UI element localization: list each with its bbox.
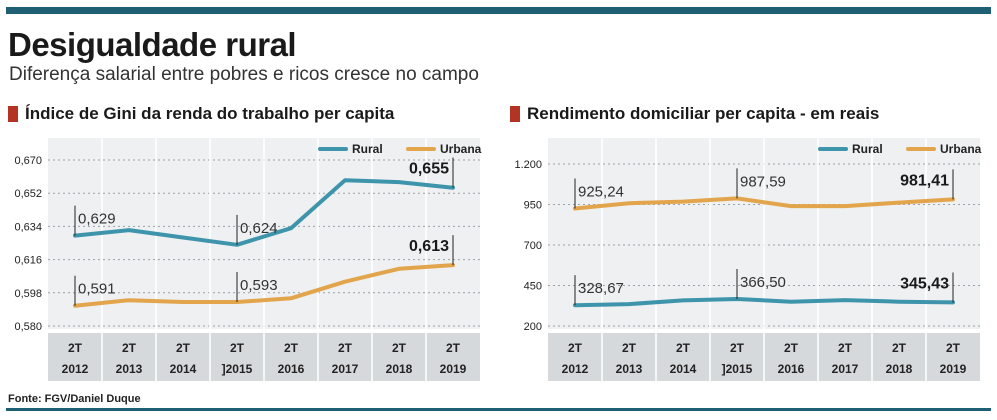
x-tick-label: 2013 bbox=[116, 362, 143, 376]
y-tick-label: 200 bbox=[524, 321, 542, 333]
x-tick-label: 2T bbox=[676, 341, 691, 355]
section-marker bbox=[8, 106, 18, 122]
y-tick-label: 450 bbox=[524, 281, 542, 293]
data-label: 345,43 bbox=[900, 275, 949, 292]
x-tick-label: 2T bbox=[392, 341, 407, 355]
x-tick-label: 2018 bbox=[886, 362, 913, 376]
x-tick-label: 2014 bbox=[170, 362, 197, 376]
data-label: 987,59 bbox=[740, 173, 786, 190]
legend-label: Urbana bbox=[940, 142, 982, 156]
series-line-urbana bbox=[73, 263, 455, 308]
x-tick-label: 2T bbox=[892, 341, 907, 355]
y-tick-label: 0,598 bbox=[14, 288, 42, 300]
source-note: Fonte: FGV/Daniel Duque bbox=[8, 393, 141, 405]
data-label: 0,624 bbox=[240, 220, 278, 237]
y-tick-label: 0,652 bbox=[14, 188, 42, 200]
data-label: 0,629 bbox=[78, 211, 116, 228]
x-tick-label: ]2015 bbox=[222, 362, 253, 376]
x-tick-label: ]2015 bbox=[722, 362, 753, 376]
chart-1-title-text: Índice de Gini da renda do trabalho per … bbox=[25, 104, 395, 123]
x-tick-label: 2T bbox=[838, 341, 853, 355]
legend-label: Rural bbox=[352, 142, 383, 156]
y-tick-label: 0,616 bbox=[14, 255, 42, 267]
x-tick-label: 2T bbox=[446, 341, 461, 355]
y-tick-label: 0,580 bbox=[14, 321, 42, 333]
page-title: Desigualdade rural bbox=[8, 26, 297, 63]
x-tick-label: 2018 bbox=[386, 362, 413, 376]
legend-label: Rural bbox=[852, 142, 883, 156]
x-tick-label: 2T bbox=[622, 341, 637, 355]
x-tick-label: 2017 bbox=[332, 362, 359, 376]
data-label: 0,613 bbox=[409, 238, 449, 255]
bottom-rule bbox=[6, 408, 991, 411]
y-tick-label: 0,670 bbox=[14, 155, 42, 167]
top-rule bbox=[6, 7, 991, 14]
x-tick-label: 2T bbox=[230, 341, 245, 355]
data-label: 0,591 bbox=[78, 281, 116, 298]
x-tick-label: 2012 bbox=[62, 362, 89, 376]
data-label: 328,67 bbox=[578, 280, 624, 297]
x-tick-label: 2013 bbox=[616, 362, 643, 376]
series-line-rural bbox=[73, 178, 455, 247]
x-tick-label: 2019 bbox=[440, 362, 467, 376]
x-tick-label: 2012 bbox=[562, 362, 589, 376]
x-tick-label: 2T bbox=[68, 341, 83, 355]
x-tick-label: 2T bbox=[946, 341, 961, 355]
chart-2-title: Rendimento domiciliar per capita - em re… bbox=[510, 104, 879, 124]
x-tick-label: 2T bbox=[122, 341, 137, 355]
data-label: 0,655 bbox=[409, 161, 449, 178]
x-tick-label: 2016 bbox=[778, 362, 805, 376]
series-line-rural bbox=[573, 297, 955, 308]
x-tick-label: 2016 bbox=[278, 362, 305, 376]
series-line-urbana bbox=[573, 196, 955, 211]
y-tick-label: 0,634 bbox=[14, 221, 42, 233]
data-label: 981,41 bbox=[900, 172, 949, 189]
legend-label: Urbana bbox=[440, 142, 482, 156]
y-tick-label: 950 bbox=[524, 200, 542, 212]
y-tick-label: 700 bbox=[524, 240, 542, 252]
x-tick-label: 2T bbox=[784, 341, 799, 355]
x-tick-label: 2T bbox=[338, 341, 353, 355]
x-tick-label: 2T bbox=[568, 341, 583, 355]
section-marker bbox=[510, 106, 520, 122]
x-tick-label: 2T bbox=[284, 341, 299, 355]
x-tick-label: 2017 bbox=[832, 362, 859, 376]
chart-2-title-text: Rendimento domiciliar per capita - em re… bbox=[527, 104, 880, 123]
chart-1-title: Índice de Gini da renda do trabalho per … bbox=[8, 104, 394, 124]
data-label: 366,50 bbox=[740, 274, 786, 291]
x-tick-label: 2014 bbox=[670, 362, 697, 376]
data-label: 925,24 bbox=[578, 184, 624, 201]
data-label: 0,593 bbox=[240, 277, 278, 294]
x-tick-label: 2T bbox=[176, 341, 191, 355]
page-subtitle: Diferença salarial entre pobres e ricos … bbox=[9, 64, 479, 85]
y-tick-label: 1.200 bbox=[514, 159, 542, 171]
x-tick-label: 2019 bbox=[940, 362, 967, 376]
x-tick-label: 2T bbox=[730, 341, 745, 355]
